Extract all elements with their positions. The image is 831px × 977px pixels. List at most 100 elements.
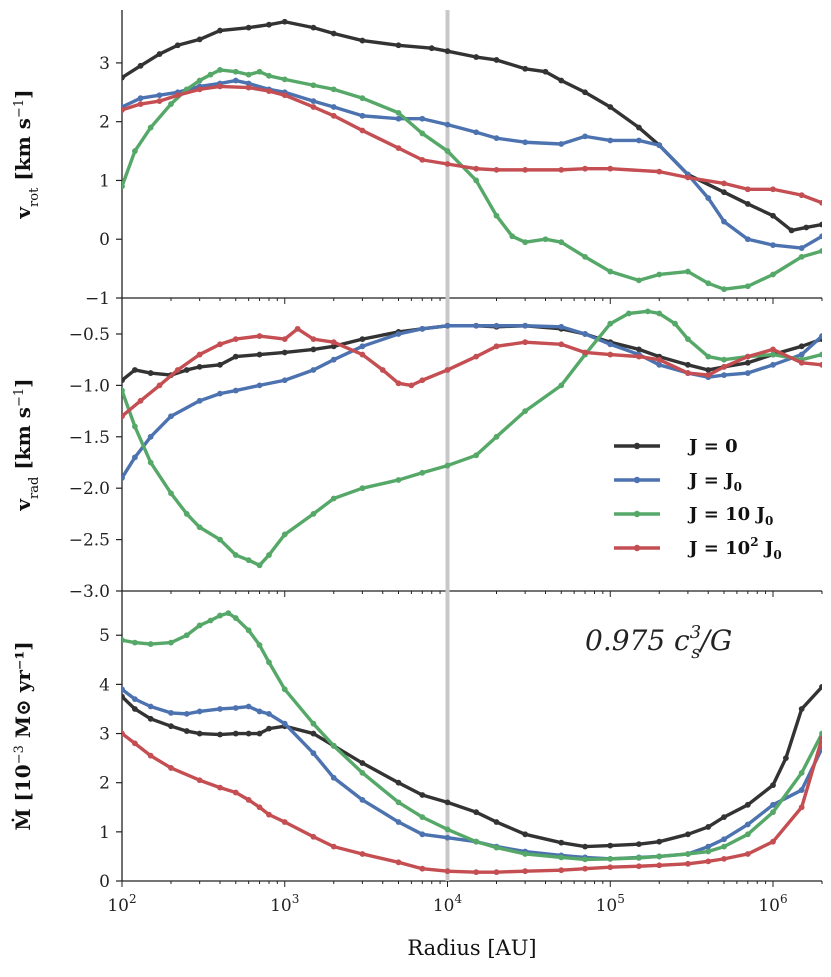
data-point — [444, 148, 451, 154]
data-point — [196, 777, 203, 784]
data-point — [419, 115, 426, 122]
data-point — [819, 221, 822, 228]
data-point — [131, 367, 138, 373]
data-point — [636, 863, 642, 870]
data-point — [310, 750, 317, 757]
data-point — [266, 725, 272, 732]
data-point — [266, 552, 272, 558]
data-point — [245, 557, 252, 564]
annotation-text: 0.975 c3 s/G — [585, 622, 732, 663]
data-point — [685, 860, 691, 867]
y-tick-label: −2.5 — [69, 531, 110, 551]
x-tick-exp: 2 — [129, 892, 137, 906]
data-point — [217, 67, 223, 73]
data-point — [558, 839, 565, 846]
data-point — [137, 62, 144, 69]
y-label-main: v — [11, 206, 35, 220]
data-point — [656, 271, 663, 278]
data-point — [493, 433, 500, 440]
data-point — [168, 413, 174, 420]
x-tick-exp: 3 — [292, 892, 300, 906]
legend-label: J = 0 — [687, 436, 738, 457]
data-point — [819, 199, 822, 206]
data-point — [419, 469, 426, 476]
y-tick-label: 4 — [99, 675, 110, 695]
data-point — [137, 397, 144, 404]
data-point — [310, 98, 317, 105]
data-point — [493, 135, 500, 142]
data-point — [225, 610, 232, 617]
data-point — [473, 353, 480, 360]
data-point — [196, 622, 203, 629]
data-point — [685, 851, 691, 857]
data-point — [656, 862, 663, 869]
data-point — [131, 148, 138, 154]
x-tick-base: 10 — [758, 896, 780, 916]
data-point — [522, 239, 529, 246]
data-point — [310, 24, 317, 31]
data-point — [705, 195, 712, 201]
data-point — [245, 730, 252, 737]
data-point — [607, 268, 614, 275]
data-point — [359, 796, 366, 803]
y-label-main: v — [11, 498, 35, 512]
data-point — [281, 686, 288, 693]
data-point — [330, 343, 337, 350]
data-point — [137, 101, 144, 107]
data-point — [419, 865, 426, 872]
data-point — [232, 730, 239, 737]
data-point — [744, 186, 751, 193]
data-point — [147, 433, 154, 440]
data-point — [428, 45, 435, 52]
data-point — [256, 730, 263, 737]
data-point — [444, 367, 451, 373]
data-point — [493, 166, 500, 173]
data-point — [232, 68, 239, 75]
series-line — [122, 732, 822, 874]
data-point — [147, 370, 154, 376]
data-point — [122, 74, 125, 81]
y-tick-label: 0 — [99, 872, 110, 892]
data-point — [798, 192, 805, 199]
data-point — [359, 485, 366, 492]
x-tick-label: 102 — [107, 892, 136, 916]
legend: J = 0J = J0J = 10 J0J = 102 J0 — [614, 436, 782, 562]
series-J = J0 — [122, 322, 822, 481]
data-point — [419, 156, 426, 163]
data-point — [558, 867, 565, 874]
data-point — [721, 356, 727, 363]
data-point — [522, 851, 529, 857]
series-J = J0 — [122, 77, 822, 251]
data-point — [232, 387, 239, 394]
annotation-sub: s — [691, 642, 700, 663]
data-point — [819, 735, 822, 742]
y-label-sup: −1 — [12, 388, 27, 407]
x-tick-label: 104 — [433, 892, 463, 916]
data-point — [232, 789, 239, 796]
data-point — [256, 804, 263, 811]
data-point — [256, 642, 263, 648]
data-point — [131, 639, 138, 646]
data-point — [721, 286, 727, 293]
data-point — [122, 686, 125, 693]
legend-base: J = 10 — [687, 538, 750, 559]
data-point — [131, 706, 138, 712]
data-point — [131, 696, 138, 703]
data-point — [685, 370, 691, 376]
series-J = 10 J0 — [122, 67, 822, 293]
data-point — [196, 397, 203, 404]
data-point — [395, 380, 402, 387]
data-point — [310, 336, 317, 343]
data-point — [359, 760, 366, 766]
data-point — [137, 95, 144, 102]
data-point — [744, 236, 751, 243]
data-point — [721, 372, 727, 379]
data-point — [196, 77, 203, 84]
data-point — [217, 612, 223, 619]
data-point — [310, 82, 317, 89]
data-point — [607, 341, 614, 348]
y-tick-label: 2 — [99, 774, 110, 794]
data-point — [281, 92, 288, 99]
data-point — [819, 351, 822, 358]
